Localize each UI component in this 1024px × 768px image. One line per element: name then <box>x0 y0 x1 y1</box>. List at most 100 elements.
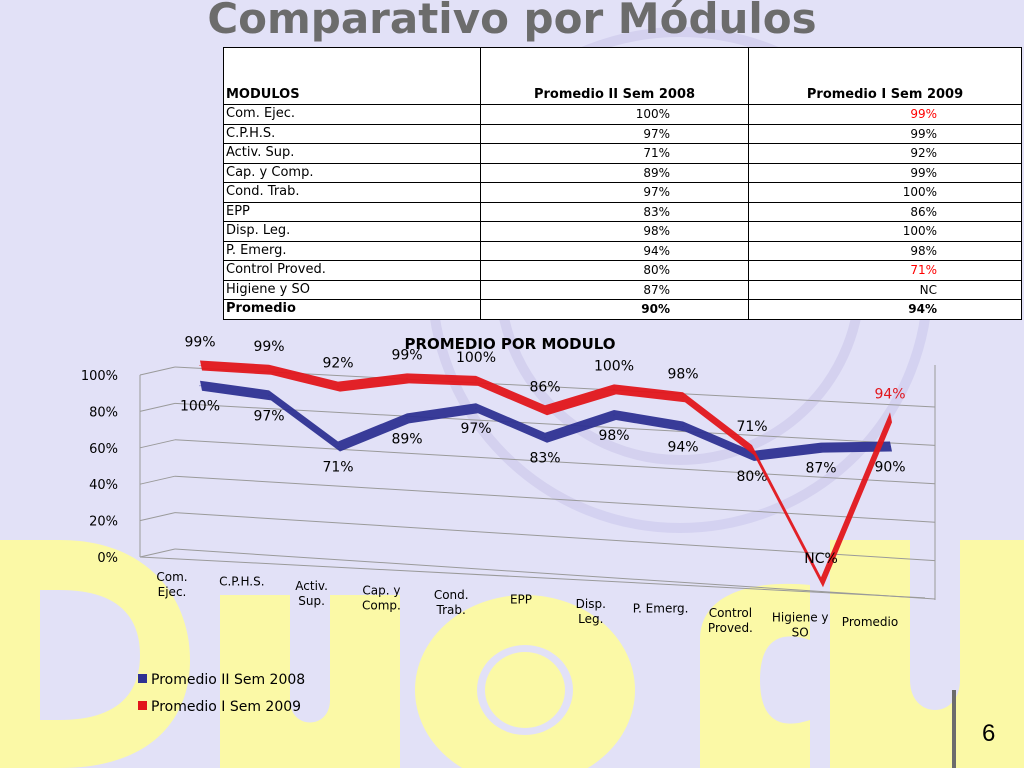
y-tick-label: 60% <box>89 442 118 457</box>
gridline-back <box>174 548 936 600</box>
table-row: Promedio 90% 94% <box>223 299 1022 320</box>
cell-sem2008: 97% <box>480 123 749 144</box>
data-point <box>268 369 270 371</box>
data-point <box>544 409 546 411</box>
page-number: 6 <box>982 720 996 747</box>
x-tick-label: C.P.H.S. <box>219 575 264 589</box>
gridline-back <box>174 475 936 523</box>
data-label: 89% <box>391 431 422 447</box>
data-point <box>199 365 201 367</box>
data-point <box>682 425 684 427</box>
y-tick-label: 80% <box>89 405 118 420</box>
data-label: 71% <box>322 459 353 475</box>
cell-sem2009: 99% <box>748 104 1022 125</box>
cell-sem2008: 100% <box>480 104 749 125</box>
cell-sem2009: NC <box>748 279 1022 300</box>
table-row: Activ. Sup. 71% 92% <box>223 143 1022 164</box>
cell-sem2008: 98% <box>480 221 749 242</box>
x-tick-label: Activ. Sup. <box>295 579 328 608</box>
table-header-row: MODULOS Promedio II Sem 2008 Promedio I … <box>223 47 1022 105</box>
legend-swatch <box>138 674 147 683</box>
cell-sem2009: 99% <box>748 162 1022 183</box>
cell-module: EPP <box>223 201 481 222</box>
table-row: C.P.H.S. 97% 99% <box>223 123 1022 144</box>
gridline-side <box>139 366 176 376</box>
data-label: 100% <box>456 350 496 366</box>
x-tick-label: Disp. Leg. <box>576 597 606 626</box>
legend-label: Promedio II Sem 2008 <box>151 672 305 688</box>
data-point <box>751 455 753 457</box>
data-label: 97% <box>460 421 491 437</box>
header-sem2008: Promedio II Sem 2008 <box>480 47 749 105</box>
cell-module: Cap. y Comp. <box>223 162 481 183</box>
table-row: Cap. y Comp. 89% 99% <box>223 162 1022 183</box>
table-row: Com. Ejec. 100% 99% <box>223 104 1022 125</box>
data-point <box>544 437 546 439</box>
data-label: 99% <box>253 339 284 355</box>
data-point <box>199 385 201 387</box>
legend-swatch <box>138 701 147 710</box>
series-ribbon-2009 <box>200 360 892 588</box>
x-tick-label: Cap. y Comp. <box>362 584 401 613</box>
table-body: Com. Ejec. 100% 99% C.P.H.S. 97% 99% Activ. Su… <box>223 104 1022 320</box>
gridline-side <box>139 475 176 485</box>
slide-title: Comparativo por Módulos <box>207 0 817 43</box>
data-point <box>268 394 270 396</box>
data-point <box>406 377 408 379</box>
data-point <box>337 445 339 447</box>
cell-sem2008: 71% <box>480 143 749 164</box>
cell-sem2009: 94% <box>748 299 1022 320</box>
cell-module: Control Proved. <box>223 260 481 281</box>
cell-sem2009: 71% <box>748 260 1022 281</box>
cell-module: Com. Ejec. <box>223 104 481 125</box>
data-label: 97% <box>253 408 284 424</box>
cell-sem2008: 83% <box>480 201 749 222</box>
data-point <box>613 388 615 390</box>
data-label: 99% <box>184 335 215 351</box>
cell-sem2009: 100% <box>748 221 1022 242</box>
table-row: P. Emerg. 94% 98% <box>223 240 1022 261</box>
gridline-side <box>139 439 176 449</box>
cell-sem2008: 94% <box>480 240 749 261</box>
cell-sem2008: 89% <box>480 162 749 183</box>
table-row: EPP 83% 86% <box>223 201 1022 222</box>
y-tick-label: 40% <box>89 478 118 493</box>
cell-module: Promedio <box>223 299 481 320</box>
cell-sem2009: 86% <box>748 201 1022 222</box>
x-tick-label: Control Proved. <box>708 606 753 635</box>
data-label: 100% <box>594 358 634 374</box>
y-tick-label: 100% <box>81 369 118 384</box>
cell-sem2009: 92% <box>748 143 1022 164</box>
data-label: NC% <box>804 551 838 567</box>
x-tick-label: Higiene y SO <box>772 611 829 640</box>
x-tick-label: Promedio <box>842 615 898 629</box>
data-label: 99% <box>391 347 422 363</box>
data-point <box>682 396 684 398</box>
cell-sem2009: 100% <box>748 182 1022 203</box>
cell-sem2008: 87% <box>480 279 749 300</box>
data-label: 92% <box>322 356 353 372</box>
comparison-table: MODULOS Promedio II Sem 2008 Promedio I … <box>223 47 1022 320</box>
cell-module: Activ. Sup. <box>223 143 481 164</box>
data-point <box>406 417 408 419</box>
cell-module: C.P.H.S. <box>223 123 481 144</box>
data-label: 71% <box>736 419 767 435</box>
cell-sem2009: 98% <box>748 240 1022 261</box>
data-label: 94% <box>667 439 698 455</box>
line-chart: 0%20%40%60%80%100%PROMEDIO POR MODULOCom… <box>81 335 936 715</box>
cell-sem2008: 97% <box>480 182 749 203</box>
data-label: 94% <box>874 386 905 402</box>
cell-module: P. Emerg. <box>223 240 481 261</box>
gridline-side <box>139 512 176 522</box>
chart-title: PROMEDIO POR MODULO <box>404 335 615 353</box>
x-axis-line <box>139 556 926 599</box>
data-label: 98% <box>598 428 629 444</box>
header-sem2009: Promedio I Sem 2009 <box>748 47 1022 105</box>
data-label: 80% <box>736 469 767 485</box>
table-row: Cond. Trab. 97% 100% <box>223 182 1022 203</box>
table-row: Control Proved. 80% 71% <box>223 260 1022 281</box>
legend-label: Promedio I Sem 2009 <box>151 699 301 715</box>
data-label: 87% <box>805 461 836 477</box>
data-label: 86% <box>529 379 560 395</box>
series-ribbon-2008 <box>200 380 892 461</box>
